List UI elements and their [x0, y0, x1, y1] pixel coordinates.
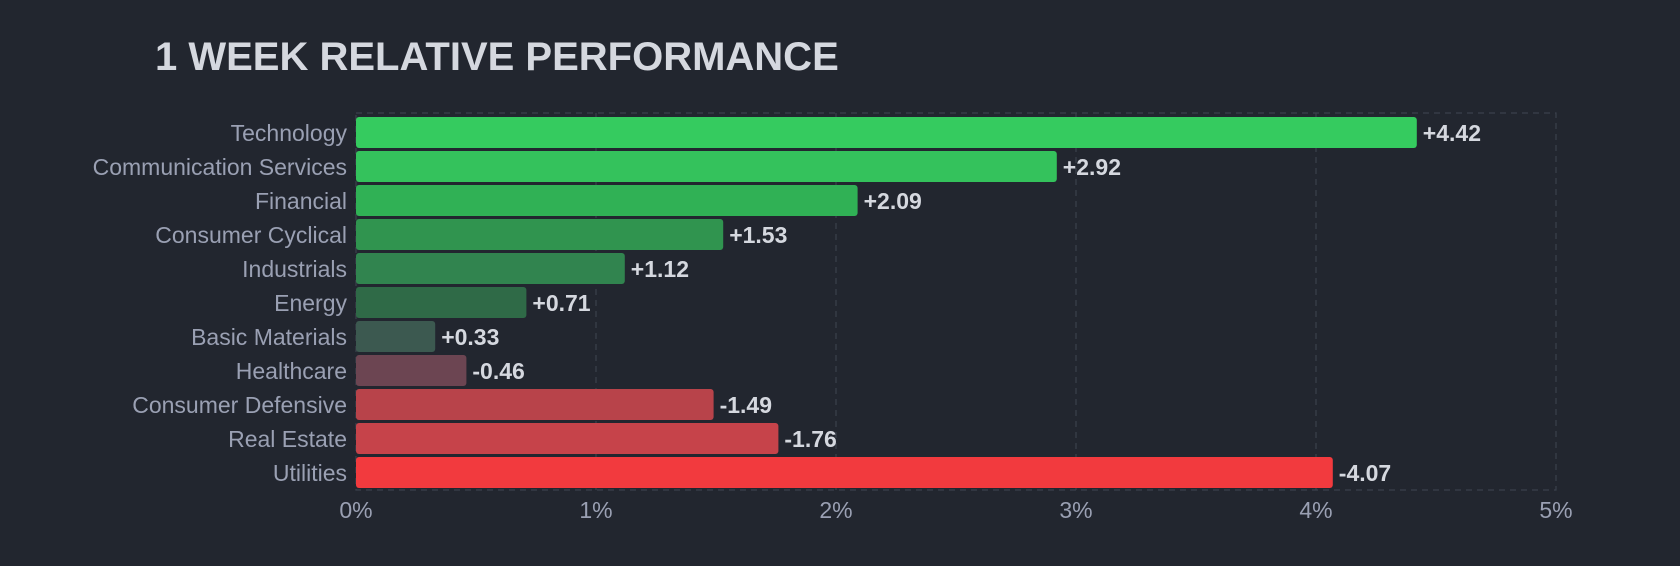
category-labels: Technology Communication Services Financia…: [93, 120, 348, 486]
bar: [356, 287, 527, 318]
value-label: -4.07: [1339, 460, 1391, 486]
bar: [356, 457, 1333, 488]
bar: [356, 117, 1417, 148]
category-label: Technology: [231, 120, 348, 146]
chart-title: 1 WEEK RELATIVE PERFORMANCE: [155, 35, 839, 79]
value-label: -1.76: [784, 426, 836, 452]
value-label: +1.12: [631, 256, 689, 282]
bar: [356, 423, 779, 454]
x-tick-label: 5%: [1539, 497, 1572, 523]
x-tick-label: 3%: [1059, 497, 1092, 523]
bar: [356, 253, 625, 284]
category-label: Consumer Defensive: [132, 392, 347, 418]
bar: [356, 389, 714, 420]
value-label: -0.46: [472, 358, 524, 384]
bar: [356, 151, 1057, 182]
category-label: Consumer Cyclical: [155, 222, 347, 248]
x-axis-ticks: 0% 1% 2% 3% 4% 5%: [339, 497, 1572, 523]
value-labels: +4.42 +2.92 +2.09 +1.53 +1.12 +0.71 +0.33 -0.46…: [441, 120, 1481, 486]
category-label: Healthcare: [236, 358, 347, 384]
bar: [356, 219, 724, 250]
x-tick-label: 2%: [819, 497, 852, 523]
value-label: +0.71: [532, 290, 590, 316]
x-tick-label: 4%: [1299, 497, 1332, 523]
category-label: Utilities: [273, 460, 347, 486]
x-tick-label: 0%: [339, 497, 372, 523]
category-label: Energy: [274, 290, 347, 316]
category-label: Basic Materials: [191, 324, 347, 350]
bar: [356, 185, 858, 216]
category-label: Industrials: [242, 256, 347, 282]
value-label: +0.33: [441, 324, 499, 350]
value-label: +2.92: [1063, 154, 1121, 180]
category-label: Communication Services: [93, 154, 347, 180]
value-label: -1.49: [720, 392, 772, 418]
category-label: Real Estate: [228, 426, 347, 452]
value-label: +2.09: [864, 188, 922, 214]
x-tick-label: 1%: [579, 497, 612, 523]
value-label: +4.42: [1423, 120, 1481, 146]
plot-frame: [355, 112, 1557, 491]
value-label: +1.53: [729, 222, 787, 248]
grid: [355, 112, 1557, 491]
category-label: Financial: [255, 188, 347, 214]
bar: [356, 355, 467, 386]
bars: [356, 117, 1417, 488]
bar: [356, 321, 436, 352]
